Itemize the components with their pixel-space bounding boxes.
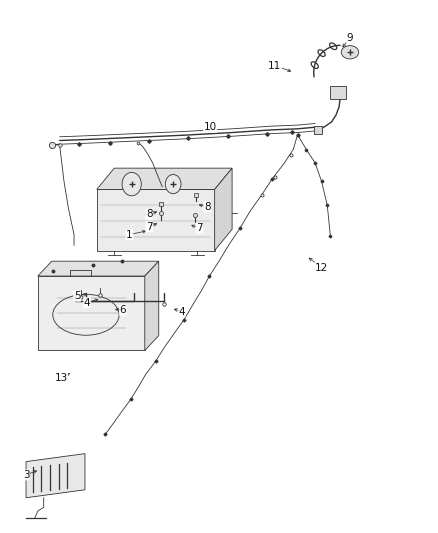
Polygon shape (26, 454, 85, 498)
Polygon shape (215, 168, 232, 251)
Text: 4: 4 (179, 306, 185, 317)
Polygon shape (38, 261, 159, 276)
Ellipse shape (341, 46, 359, 59)
Polygon shape (145, 261, 159, 351)
Text: 3: 3 (23, 470, 29, 480)
Text: 13: 13 (54, 373, 67, 383)
Text: 11: 11 (268, 61, 282, 70)
Text: 5: 5 (74, 291, 81, 301)
Text: 10: 10 (204, 122, 217, 132)
Text: 1: 1 (126, 230, 133, 240)
Circle shape (165, 174, 181, 193)
Text: 7: 7 (146, 222, 152, 232)
Text: 12: 12 (315, 263, 328, 272)
Text: 7: 7 (196, 223, 203, 233)
Circle shape (122, 172, 141, 196)
Text: 8: 8 (204, 202, 211, 212)
Text: 9: 9 (346, 33, 353, 43)
Polygon shape (97, 189, 215, 251)
Text: 8: 8 (146, 209, 152, 220)
Polygon shape (38, 276, 145, 351)
Polygon shape (330, 86, 346, 99)
Text: 6: 6 (120, 305, 126, 315)
Polygon shape (97, 168, 232, 189)
Polygon shape (314, 126, 321, 134)
Text: 4: 4 (84, 297, 91, 308)
